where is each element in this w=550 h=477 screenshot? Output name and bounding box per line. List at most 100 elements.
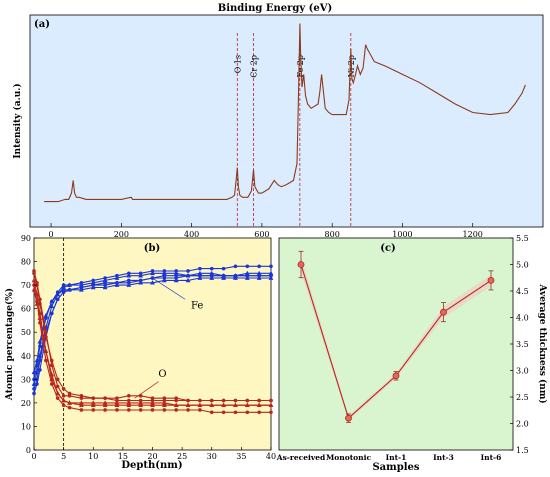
depth-point	[103, 408, 107, 412]
depth-point	[79, 287, 84, 292]
depth-point	[138, 408, 143, 412]
depth-point	[256, 270, 262, 276]
depth-point	[173, 402, 179, 408]
depth-point	[245, 398, 250, 403]
depth-point	[233, 398, 238, 403]
o-label: O	[158, 369, 166, 380]
depth-point	[91, 283, 96, 287]
depth-point	[67, 283, 72, 287]
depth-point	[257, 398, 261, 403]
x-tick-label: 200	[114, 230, 129, 239]
y-tick-label: 3.5	[516, 340, 529, 349]
depth-point	[150, 270, 155, 276]
y-tick-label: 5.5	[516, 234, 529, 243]
depth-point	[269, 273, 273, 278]
depth-point	[114, 400, 120, 405]
depth-point	[61, 386, 66, 391]
panel-a-title: Binding Energy (eV)	[218, 3, 332, 14]
panel-a-background	[29, 14, 544, 228]
depth-point	[186, 269, 190, 273]
y-tick-label: 20	[21, 399, 31, 408]
fe-label: Fe	[191, 301, 203, 312]
depth-point	[268, 402, 274, 408]
depth-point	[49, 299, 55, 304]
y-tick-label: 3.0	[516, 367, 529, 376]
depth-point	[61, 287, 67, 292]
depth-point	[103, 276, 107, 280]
x-tick-label: 1000	[392, 230, 412, 239]
peak-label: Fe 2p	[296, 55, 305, 78]
depth-point	[173, 270, 179, 276]
depth-point	[150, 280, 155, 285]
depth-point	[49, 363, 54, 368]
depth-point	[162, 269, 167, 273]
y-tick-label: 1.5	[516, 446, 529, 455]
depth-point	[32, 386, 36, 391]
depth-point	[35, 280, 39, 285]
depth-point	[49, 382, 54, 386]
depth-point	[127, 394, 131, 398]
y-tick-label: 5.0	[516, 261, 529, 270]
depth-point	[197, 402, 203, 408]
x-tick-label: 0	[31, 452, 36, 461]
depth-point	[37, 315, 43, 320]
depth-point	[221, 410, 226, 415]
depth-point	[102, 400, 108, 405]
depth-point	[67, 288, 72, 292]
depth-point	[268, 270, 274, 276]
depth-point	[209, 270, 215, 276]
depth-point	[209, 410, 214, 415]
depth-point	[198, 266, 202, 271]
y-tick-label: 60	[21, 305, 31, 314]
depth-point	[185, 277, 191, 283]
depth-point	[55, 297, 60, 302]
depth-point	[61, 284, 67, 290]
x-category-label: Int-3	[433, 453, 454, 462]
y-tick-label: 50	[21, 328, 31, 337]
depth-point	[114, 402, 120, 408]
panel-a: Binding Energy (eV) (a) Intensity (a.u.)…	[12, 3, 544, 239]
depth-point	[186, 273, 190, 278]
x-tick-label: 600	[254, 230, 269, 239]
depth-point	[161, 402, 167, 408]
depth-point	[127, 408, 131, 412]
depth-point	[115, 408, 119, 412]
depth-point	[244, 270, 250, 276]
depth-point	[256, 402, 262, 408]
depth-point	[221, 402, 226, 408]
depth-point	[61, 394, 66, 398]
x-tick-label: 20	[147, 452, 157, 461]
depth-point	[44, 330, 48, 335]
y-tick-label: 4.0	[516, 314, 529, 323]
depth-point	[233, 410, 238, 415]
depth-point	[102, 402, 108, 408]
x-tick-label: 35	[236, 452, 246, 461]
panel-b-x-axis-label: Depth(nm)	[121, 460, 182, 471]
depth-point	[209, 398, 214, 403]
depth-point	[162, 396, 167, 400]
x-tick-label: 25	[177, 452, 187, 461]
depth-point	[221, 273, 226, 278]
depth-point	[61, 290, 66, 294]
thickness-point	[440, 308, 447, 316]
depth-point	[79, 408, 84, 412]
depth-point	[91, 408, 96, 412]
x-tick-label: 800	[325, 230, 340, 239]
depth-point	[38, 297, 42, 302]
depth-point	[61, 403, 66, 408]
depth-point	[38, 358, 42, 363]
y-tick-label: 40	[21, 352, 31, 361]
depth-point	[103, 396, 107, 400]
depth-point	[150, 269, 155, 273]
x-tick-label: 0	[49, 230, 54, 239]
panel-a-y-axis-label: Intensity (a.u.)	[12, 83, 23, 158]
depth-point	[174, 396, 178, 400]
depth-point	[67, 394, 72, 398]
depth-point	[269, 398, 273, 403]
depth-point	[55, 291, 61, 297]
depth-point	[126, 402, 132, 408]
depth-point	[174, 269, 178, 273]
depth-point	[138, 273, 144, 278]
depth-point	[34, 301, 40, 306]
depth-point	[43, 313, 49, 318]
